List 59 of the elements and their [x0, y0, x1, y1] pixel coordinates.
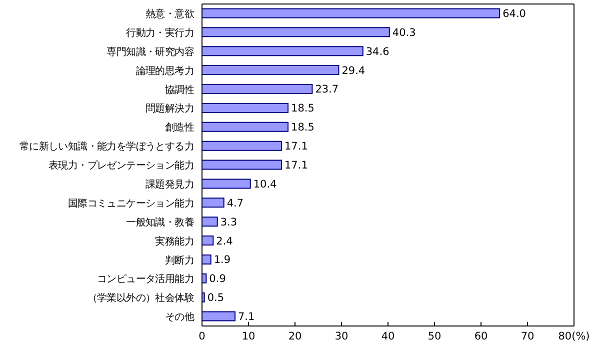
bar	[202, 254, 212, 264]
bar	[202, 178, 251, 189]
y-tick-label: 常に新しい知識・能力を学ぼうとする力	[19, 140, 194, 153]
y-tick-label: 表現力・プレゼンテーション能力	[48, 160, 194, 172]
data-label: 1.9	[214, 254, 231, 266]
data-label: 3.3	[220, 216, 238, 228]
bar	[202, 216, 218, 227]
y-tick-label: 熱意・意欲	[145, 8, 194, 20]
data-label: 29.4	[342, 64, 366, 77]
y-tick-label: 一般知識・教養	[126, 216, 194, 228]
data-label: 64.0	[502, 8, 526, 20]
x-tick-label: 10	[242, 330, 256, 342]
y-tick-label: （学業以外の）社会体験	[87, 292, 194, 304]
data-label: 0.9	[209, 273, 226, 286]
y-tick-label: 課題発見力	[145, 178, 194, 190]
x-tick-label: 20	[288, 330, 302, 342]
bar	[202, 27, 390, 38]
y-tick-label: 論理的思考力	[136, 64, 194, 77]
bar	[202, 311, 236, 322]
bar	[202, 46, 364, 56]
data-label: 40.3	[392, 26, 416, 39]
y-tick-label: 行動力・実行力	[126, 26, 194, 39]
data-label: 10.4	[253, 178, 278, 190]
y-tick-label: 国際コミュニケーション能力	[68, 197, 194, 210]
y-tick-label: 実務能力	[155, 235, 194, 248]
x-tick-label: 60	[474, 330, 488, 342]
x-tick-label: 40	[381, 330, 395, 342]
bar	[202, 65, 340, 76]
data-label: 2.4	[216, 235, 234, 248]
data-label: 34.6	[366, 46, 390, 58]
x-tick-label: 50	[428, 330, 442, 342]
bar	[202, 160, 282, 170]
y-tick-label: 問題解決力	[145, 102, 194, 115]
y-tick-label: コンピュータ活用能力	[96, 273, 194, 286]
bar	[202, 292, 205, 302]
data-label: 17.1	[284, 140, 308, 153]
y-tick-label: 協調性	[164, 84, 194, 96]
x-tick-label: 70	[520, 330, 534, 342]
bar	[202, 236, 214, 246]
data-label: 18.5	[291, 102, 314, 115]
x-tick-label: 80(%)	[558, 330, 590, 342]
data-label: 23.7	[315, 84, 339, 96]
bar	[202, 8, 500, 18]
data-label: 7.1	[238, 311, 255, 324]
y-tick-label: 専門知識・研究内容	[106, 46, 194, 58]
x-tick-label: 30	[334, 330, 348, 342]
x-tick-label: 0	[198, 330, 206, 342]
bar	[202, 140, 282, 151]
data-label: 0.5	[207, 292, 224, 304]
data-label: 4.7	[226, 197, 244, 210]
y-tick-label: その他	[164, 311, 194, 324]
y-tick-label: 判断力	[164, 254, 194, 266]
y-tick-label: 創造性	[164, 122, 194, 134]
bar	[202, 102, 289, 113]
bar	[202, 198, 224, 208]
data-label: 17.1	[284, 159, 308, 172]
bar	[202, 122, 289, 132]
data-label: 18.5	[291, 122, 314, 134]
bar	[202, 84, 313, 94]
